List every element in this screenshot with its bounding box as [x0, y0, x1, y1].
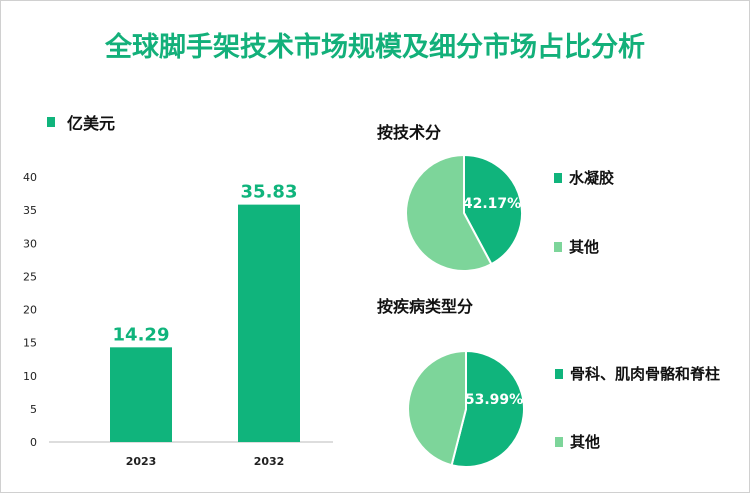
legend-swatch [555, 436, 563, 447]
legend-label: 其他 [569, 238, 600, 256]
legend-swatch [555, 368, 563, 379]
legend-label: 水凝胶 [569, 169, 615, 187]
pie1-slice-1 [405, 153, 493, 272]
legend-swatch [47, 117, 55, 127]
pie1-slice-0 [463, 153, 523, 266]
pie2-slice-1 [407, 349, 467, 467]
pie2-title: 按疾病类型分 [377, 297, 474, 316]
legend-label: 亿美元 [67, 114, 116, 133]
pie1-title: 按技术分 [377, 123, 442, 142]
bar-2023 [110, 347, 172, 442]
y-tick-label: 25 [23, 270, 37, 283]
pie2-legend-0: 骨科、肌肉骨骼和脊柱 [555, 363, 720, 384]
y-tick-label: 30 [23, 237, 37, 250]
x-tick-label: 2023 [126, 455, 157, 468]
bar-value-label: 35.83 [241, 182, 298, 203]
legend-swatch [554, 172, 562, 183]
y-tick-label: 5 [30, 403, 37, 416]
y-tick-label: 10 [23, 370, 37, 383]
pie2-legend-1: 其他 [555, 431, 600, 452]
pie2-slice-0 [450, 349, 525, 468]
y-tick-label: 35 [23, 204, 37, 217]
pie2-value-label: 53.99% [465, 392, 523, 408]
y-tick-label: 0 [30, 436, 37, 449]
x-tick-label: 2032 [254, 455, 285, 468]
page-title: 全球脚手架技术市场规模及细分市场占比分析 [105, 32, 645, 63]
pie1-legend-0: 水凝胶 [554, 167, 614, 188]
legend-swatch [554, 241, 562, 252]
bar-2032 [238, 204, 300, 442]
legend-label: 其他 [570, 433, 601, 451]
y-tick-label: 20 [23, 304, 37, 317]
y-tick-label: 40 [23, 171, 37, 184]
bar-legend: 亿美元 [47, 110, 115, 134]
legend-label: 骨科、肌肉骨骼和脊柱 [570, 365, 721, 383]
pie1-legend-1: 其他 [554, 236, 599, 257]
pie1-value-label: 42.17% [463, 196, 521, 212]
y-tick-label: 15 [23, 337, 37, 350]
bar-value-label: 14.29 [113, 324, 170, 345]
